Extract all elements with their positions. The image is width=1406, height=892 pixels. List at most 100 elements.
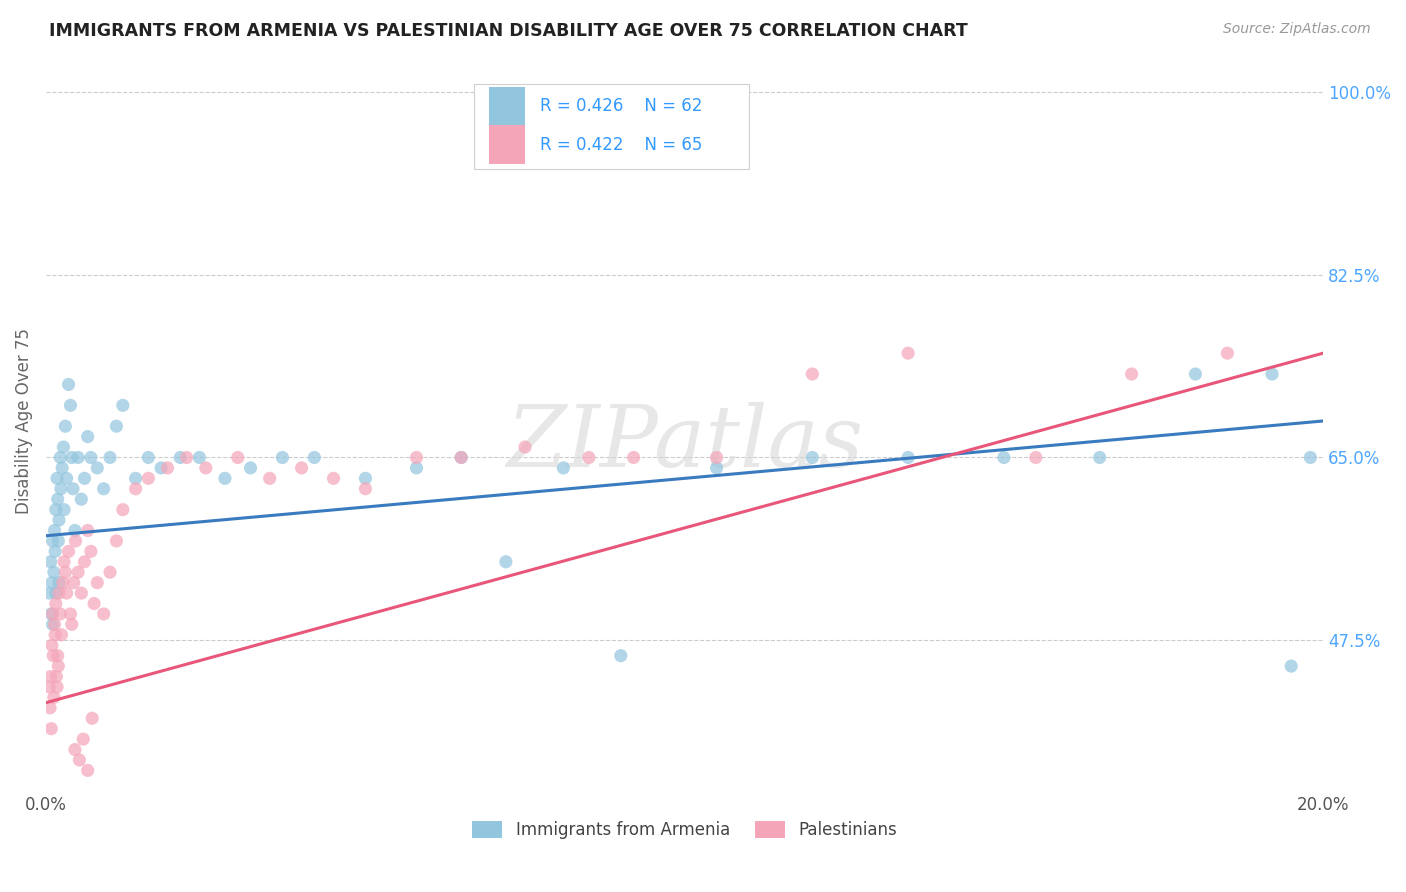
Point [450,450,472,465]
Point [80,544,103,558]
FancyBboxPatch shape [489,87,524,126]
Point [226,450,249,465]
Point [53,502,76,516]
Point [38,680,60,694]
Point [513,440,536,454]
Point [176,450,198,465]
Point [46,680,69,694]
Point [1261,367,1284,381]
Point [67,450,90,465]
Point [59,398,82,412]
Point [67,753,90,767]
Point [52,440,75,454]
Point [48,586,70,600]
Point [706,450,728,465]
Point [63,742,86,756]
Point [45,586,67,600]
Point [73,471,96,485]
Point [111,502,134,516]
Point [610,86,633,100]
Point [214,471,236,485]
Point [304,450,326,465]
Point [354,482,377,496]
Point [105,419,128,434]
Point [80,450,103,465]
Point [59,607,82,621]
Point [58,377,80,392]
Point [322,471,344,485]
Point [354,471,377,485]
Point [405,461,427,475]
Point [623,450,645,465]
Point [55,586,77,600]
Point [83,597,105,611]
Point [49,607,72,621]
Point [156,461,179,475]
Point [42,690,65,705]
Point [39,669,62,683]
Point [169,450,191,465]
Point [39,701,62,715]
Point [98,450,121,465]
Point [46,648,69,663]
Point [63,524,86,538]
Point [39,555,62,569]
Point [53,419,76,434]
Point [801,450,824,465]
Point [58,544,80,558]
Point [993,450,1015,465]
Point [150,461,173,475]
Point [39,607,62,621]
Point [259,471,281,485]
Point [553,461,575,475]
Point [138,450,160,465]
Point [290,461,312,475]
Point [44,524,66,538]
Point [124,482,146,496]
Point [239,461,262,475]
Point [405,450,427,465]
Point [72,732,94,747]
Point [1299,450,1322,465]
Point [1121,367,1143,381]
Point [45,669,67,683]
FancyBboxPatch shape [489,126,524,164]
Text: R = 0.422    N = 65: R = 0.422 N = 65 [540,136,703,153]
Point [98,566,121,580]
Point [76,524,98,538]
Point [48,575,70,590]
Point [60,617,83,632]
Point [706,461,728,475]
Text: Source: ZipAtlas.com: Source: ZipAtlas.com [1223,22,1371,37]
Point [76,764,98,778]
Point [44,628,66,642]
Point [70,492,93,507]
Point [1025,450,1047,465]
Point [42,566,65,580]
Point [124,471,146,485]
Point [42,648,65,663]
Point [51,628,73,642]
Point [105,533,128,548]
Point [73,555,96,569]
Point [86,461,108,475]
Point [495,555,517,569]
Point [76,429,98,443]
Point [41,638,63,652]
Text: ZIPatlas: ZIPatlas [506,402,863,484]
Point [610,648,633,663]
Point [65,533,87,548]
Point [1279,659,1302,673]
Point [45,502,67,516]
Point [93,607,115,621]
Point [41,607,63,621]
Point [1184,367,1206,381]
Point [111,398,134,412]
Text: R = 0.426    N = 62: R = 0.426 N = 62 [540,97,703,115]
Y-axis label: Disability Age Over 75: Disability Age Over 75 [15,328,32,514]
Point [70,586,93,600]
Point [51,461,73,475]
Point [48,513,70,527]
Point [138,471,160,485]
Point [46,492,69,507]
